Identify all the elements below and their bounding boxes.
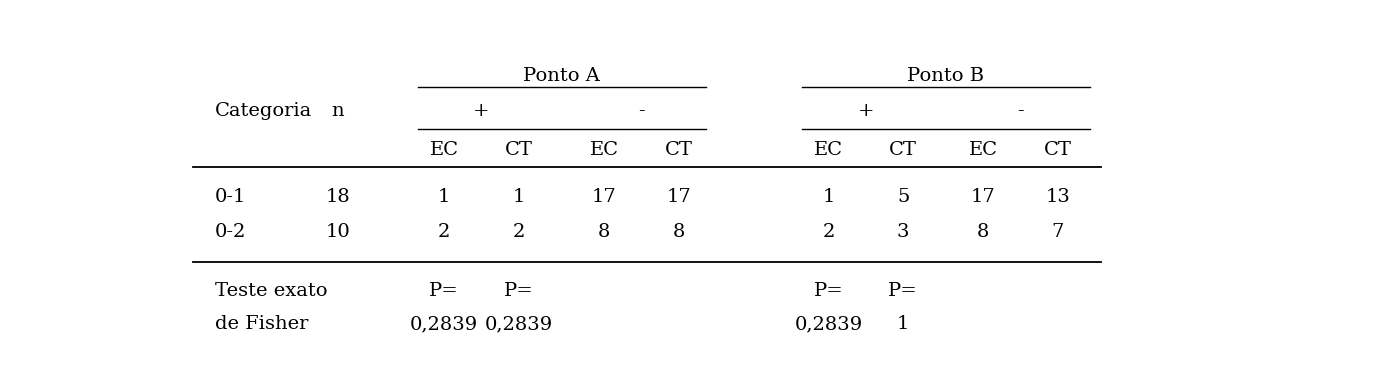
Text: P=: P=: [814, 283, 843, 301]
Text: -: -: [639, 102, 644, 120]
Text: EC: EC: [430, 141, 459, 159]
Text: 8: 8: [673, 223, 686, 242]
Text: 2: 2: [512, 223, 525, 242]
Text: Teste exato: Teste exato: [215, 283, 328, 301]
Text: P=: P=: [888, 283, 918, 301]
Text: 18: 18: [325, 188, 350, 206]
Text: 17: 17: [666, 188, 691, 206]
Text: -: -: [1018, 102, 1024, 120]
Text: 7: 7: [1052, 223, 1064, 242]
Text: 1: 1: [512, 188, 525, 206]
Text: 0,2839: 0,2839: [410, 315, 478, 333]
Text: 13: 13: [1045, 188, 1070, 206]
Text: Categoria: Categoria: [215, 102, 313, 120]
Text: 3: 3: [896, 223, 909, 242]
Text: 0,2839: 0,2839: [485, 315, 554, 333]
Text: CT: CT: [505, 141, 533, 159]
Text: P=: P=: [430, 283, 459, 301]
Text: 17: 17: [971, 188, 996, 206]
Text: n: n: [332, 102, 344, 120]
Text: P=: P=: [504, 283, 534, 301]
Text: 10: 10: [325, 223, 350, 242]
Text: CT: CT: [890, 141, 917, 159]
Text: Ponto B: Ponto B: [907, 67, 985, 84]
Text: 1: 1: [438, 188, 450, 206]
Text: 0,2839: 0,2839: [795, 315, 862, 333]
Text: 8: 8: [598, 223, 610, 242]
Text: 1: 1: [896, 315, 909, 333]
Text: 2: 2: [438, 223, 450, 242]
Text: EC: EC: [814, 141, 843, 159]
Text: EC: EC: [968, 141, 998, 159]
Text: de Fisher: de Fisher: [215, 315, 308, 333]
Text: CT: CT: [1044, 141, 1071, 159]
Text: +: +: [858, 102, 874, 120]
Text: EC: EC: [589, 141, 618, 159]
Text: 17: 17: [592, 188, 617, 206]
Text: CT: CT: [665, 141, 693, 159]
Text: 0-2: 0-2: [215, 223, 246, 242]
Text: +: +: [474, 102, 490, 120]
Text: 1: 1: [822, 188, 834, 206]
Text: 0-1: 0-1: [215, 188, 246, 206]
Text: 2: 2: [822, 223, 834, 242]
Text: 5: 5: [896, 188, 909, 206]
Text: 8: 8: [978, 223, 989, 242]
Text: Ponto A: Ponto A: [523, 67, 600, 84]
